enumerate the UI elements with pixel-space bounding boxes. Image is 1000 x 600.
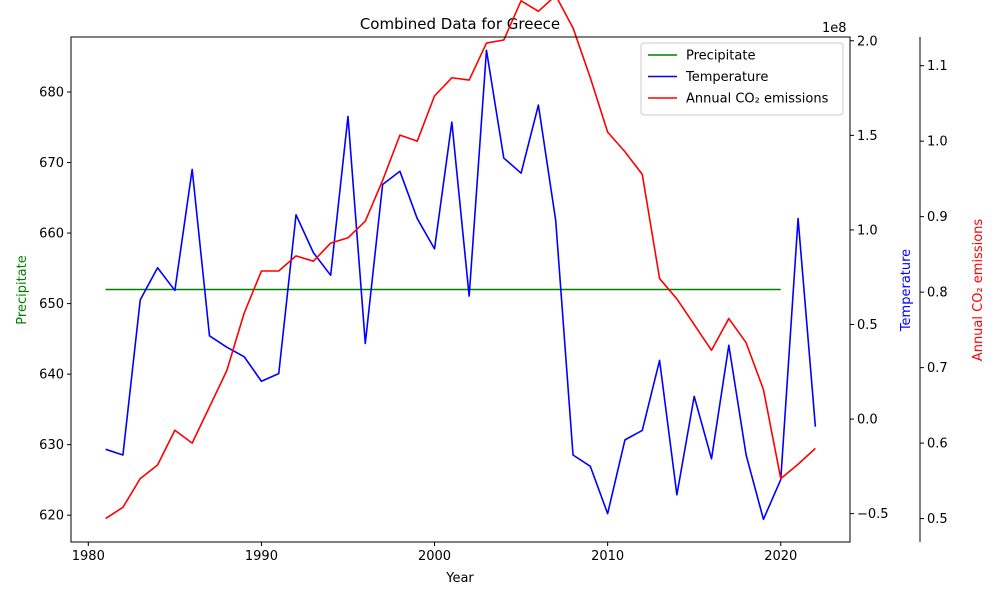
x-tick-label: 2010 bbox=[591, 549, 624, 564]
precipitate-axis-title: Precipitate bbox=[15, 255, 30, 324]
series-lines bbox=[105, 0, 817, 521]
temperature-tick-label: 2.0 bbox=[857, 34, 878, 49]
precipitate-tick-label: 620 bbox=[39, 509, 64, 524]
legend-label: Precipitate bbox=[686, 49, 755, 64]
x-axis-title: Year bbox=[445, 571, 474, 586]
temperature-tick-label: 0.0 bbox=[857, 413, 878, 428]
co2-tick-label: 0.7 bbox=[927, 361, 948, 376]
co2-tick-label: 1.1 bbox=[927, 59, 948, 74]
temperature-tick-label: 1.5 bbox=[857, 129, 878, 144]
temperature-axis-title: Temperature bbox=[899, 249, 914, 332]
precipitate-axis-ticks: 620 630 640 650 660 670 680 bbox=[39, 86, 71, 524]
legend-label: Annual CO₂ emissions bbox=[686, 92, 829, 107]
plot-frame bbox=[70, 36, 851, 543]
precipitate-tick-label: 640 bbox=[39, 368, 64, 383]
legend-label: Temperature bbox=[685, 70, 768, 85]
x-tick-label: 2000 bbox=[418, 549, 451, 564]
precipitate-tick-label: 660 bbox=[39, 227, 64, 242]
co2-axis-title: Annual CO₂ emissions bbox=[971, 219, 986, 362]
temperature-axis-ticks: −0.5 0.0 0.5 1.0 1.5 2.0 bbox=[850, 34, 889, 522]
legend: Precipitate Temperature Annual CO₂ emissio… bbox=[640, 42, 844, 116]
temperature-tick-label: 0.5 bbox=[857, 318, 878, 333]
co2-tick-label: 0.8 bbox=[927, 286, 948, 301]
co2-tick-label: 0.9 bbox=[927, 210, 948, 225]
chart-title: Combined Data for Greece bbox=[360, 15, 560, 33]
precipitate-tick-label: 650 bbox=[39, 297, 64, 312]
annual-co-emissions-series-line bbox=[105, 0, 816, 520]
temperature-tick-label: 1.0 bbox=[857, 223, 878, 238]
temperature-offset-text: 1e8 bbox=[822, 21, 847, 36]
temperature-tick-label: −0.5 bbox=[857, 507, 889, 522]
co2-axis-ticks: 0.5 0.6 0.7 0.8 0.9 1.0 1.1 bbox=[920, 59, 948, 527]
x-tick-label: 1980 bbox=[72, 549, 105, 564]
legend-box bbox=[640, 42, 844, 116]
precipitate-tick-label: 680 bbox=[39, 86, 64, 101]
temperature-series-line bbox=[105, 49, 817, 521]
x-tick-label: 1990 bbox=[245, 549, 278, 564]
precipitate-tick-label: 670 bbox=[39, 156, 64, 171]
x-tick-label: 2020 bbox=[764, 549, 797, 564]
co2-tick-label: 0.6 bbox=[927, 437, 948, 452]
precipitate-tick-label: 630 bbox=[39, 438, 64, 453]
co2-tick-label: 0.5 bbox=[927, 512, 948, 527]
co2-tick-label: 1.0 bbox=[927, 135, 948, 150]
x-axis-ticks: 1980 1990 2000 2010 2020 bbox=[72, 542, 797, 564]
